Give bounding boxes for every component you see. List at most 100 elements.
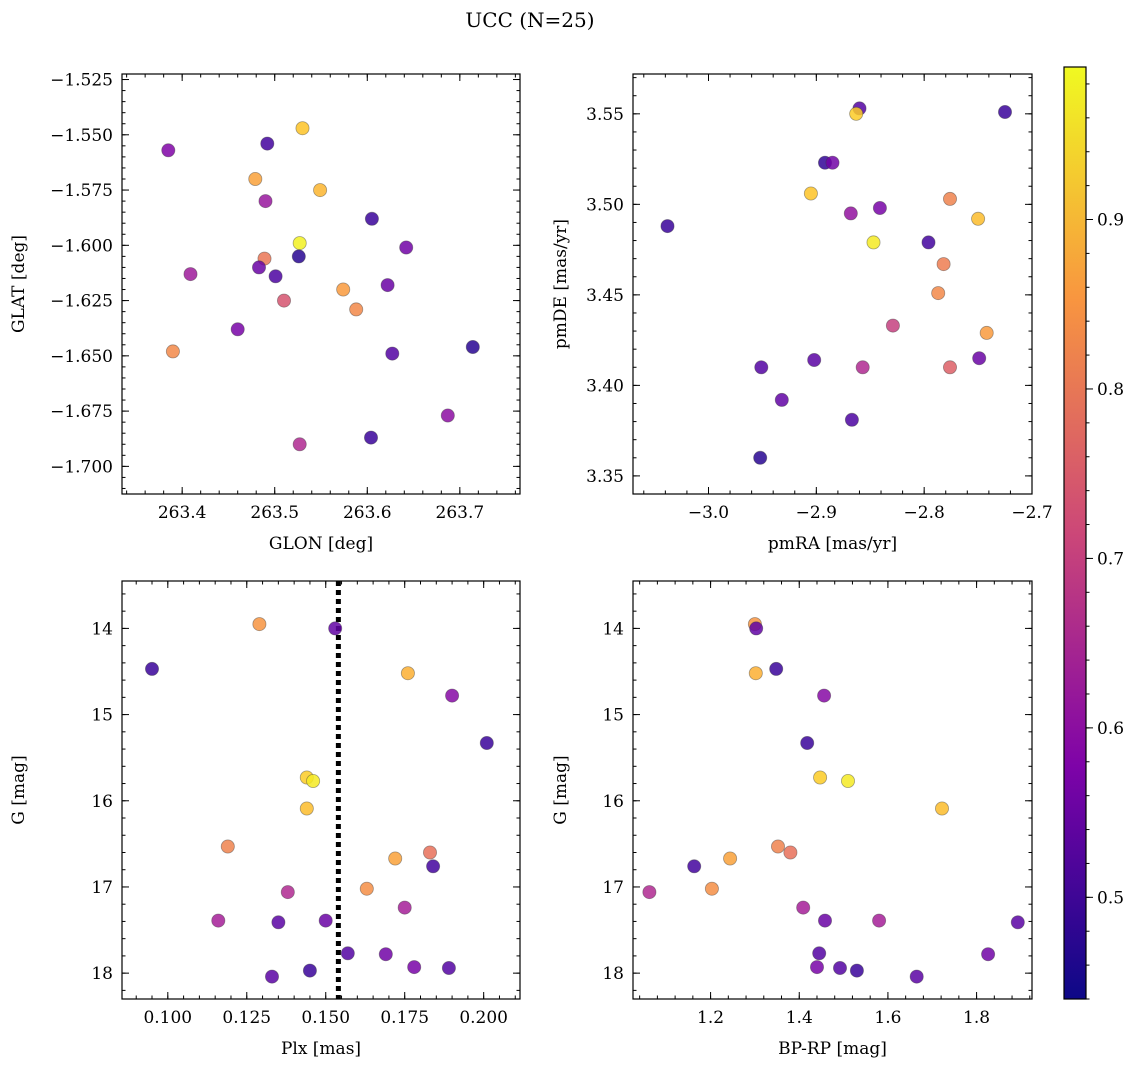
scatter-point xyxy=(813,770,828,785)
x-tick-label: 1.6 xyxy=(874,1008,901,1028)
scatter-point xyxy=(264,969,279,984)
axes-frame xyxy=(121,580,521,1000)
scatter-point xyxy=(248,171,263,186)
scatter-point xyxy=(340,946,355,961)
x-axis-label: GLON [deg] xyxy=(269,534,373,554)
scatter-point xyxy=(299,801,314,816)
y-tick-label: 3.35 xyxy=(586,467,624,487)
scatter-point xyxy=(936,257,951,272)
scatter-point xyxy=(872,913,887,928)
y-tick-label: 16 xyxy=(602,792,624,812)
y-tick-label: −1.550 xyxy=(50,126,113,146)
y-tick-label: 3.50 xyxy=(586,195,624,215)
scatter-point xyxy=(855,360,870,375)
scatter-point xyxy=(318,913,333,928)
scatter-point xyxy=(295,121,310,136)
scatter-point xyxy=(268,269,283,284)
x-tick-label: 0.150 xyxy=(301,1008,350,1028)
x-axis-label: pmRA [mas/yr] xyxy=(768,534,897,554)
figure-title: UCC (N=25) xyxy=(465,8,594,32)
scatter-point xyxy=(479,736,494,751)
scatter-point xyxy=(302,963,317,978)
panel-plx-g: 0.100 0.125 0.150 0.175 0.200 14 15 16 17 18 Plx [… xyxy=(9,580,521,1059)
scatter-point xyxy=(276,293,291,308)
scatter-point xyxy=(422,845,437,860)
scatter-point xyxy=(426,859,441,874)
scatter-point xyxy=(328,621,343,636)
scatter-point xyxy=(972,351,987,366)
scatter-point xyxy=(943,360,958,375)
scatter-point xyxy=(144,661,159,676)
scatter-point xyxy=(931,286,946,301)
y-tick-label: 14 xyxy=(602,619,624,639)
scatter-point xyxy=(818,913,833,928)
x-tick-label: 1.4 xyxy=(786,1008,813,1028)
y-tick-label: 14 xyxy=(91,619,113,639)
scatter-point xyxy=(796,900,811,915)
scatter-point xyxy=(441,961,456,976)
scatter-point xyxy=(921,235,936,250)
y-axis-label: GLAT [deg] xyxy=(9,235,29,333)
scatter-point xyxy=(748,666,763,681)
scatter-point xyxy=(363,430,378,445)
scatter-point xyxy=(251,260,266,275)
scatter-point xyxy=(803,186,818,201)
colorbar-tick-label: 0.8 xyxy=(1097,380,1124,400)
scatter-point xyxy=(336,282,351,297)
scatter-point xyxy=(998,105,1013,120)
scatter-point xyxy=(849,963,864,978)
x-tick-label: −2.7 xyxy=(1011,503,1052,523)
scatter-point xyxy=(642,885,657,900)
scatter-point xyxy=(280,885,295,900)
scatter-point xyxy=(230,322,245,337)
scatter-point xyxy=(810,960,825,975)
scatter-point xyxy=(771,839,786,854)
scatter-point xyxy=(397,900,412,915)
axes-frame xyxy=(632,73,1033,495)
colorbar-frame xyxy=(1063,66,1087,1000)
scatter-point xyxy=(306,774,321,789)
axes-frame xyxy=(632,580,1033,1000)
scatter-point xyxy=(783,845,798,860)
scatter-point xyxy=(866,235,881,250)
scatter-point xyxy=(378,947,393,962)
y-tick-label: 15 xyxy=(602,706,624,726)
panel-glon-glat: 263.4 263.5 263.6 263.7 −1.525 −1.550 −1.575 −1… xyxy=(9,71,521,554)
scatter-point xyxy=(252,617,267,632)
scatter-point xyxy=(687,859,702,874)
y-tick-label: 15 xyxy=(91,706,113,726)
scatter-point xyxy=(465,339,480,354)
panel-bprp-g: 1.2 1.4 1.6 1.8 14 15 16 17 18 BP-RP [mag] G [mag] xyxy=(551,580,1033,1059)
y-tick-label: −1.525 xyxy=(50,71,113,91)
scatter-point xyxy=(754,360,769,375)
scatter-point xyxy=(258,194,273,209)
panel-pmra-pmde: −3.0 −2.9 −2.8 −2.7 3.35 3.40 3.45 3.50 3.55 pmRA… xyxy=(551,73,1053,554)
y-tick-label: −1.625 xyxy=(50,292,113,312)
scatter-point xyxy=(749,621,764,636)
colorbar-tick-label: 0.7 xyxy=(1097,549,1124,569)
scatter-point xyxy=(833,961,848,976)
scatter-point xyxy=(445,688,460,703)
x-tick-label: −3.0 xyxy=(688,503,729,523)
x-tick-label: 0.175 xyxy=(380,1008,429,1028)
colorbar-tick-label: 0.6 xyxy=(1097,719,1124,739)
scatter-point xyxy=(800,736,815,751)
y-tick-label: −1.700 xyxy=(50,457,113,477)
y-tick-label: 16 xyxy=(91,792,113,812)
scatter-point xyxy=(211,913,226,928)
y-tick-label: 3.40 xyxy=(586,376,624,396)
scatter-point xyxy=(885,318,900,333)
x-tick-label: −2.8 xyxy=(904,503,945,523)
scatter-point xyxy=(872,200,887,215)
scatter-point xyxy=(943,191,958,206)
scatter-point xyxy=(704,881,719,896)
scatter-point xyxy=(909,969,924,984)
x-tick-label: 263.7 xyxy=(436,503,485,523)
x-tick-label: 0.125 xyxy=(222,1008,271,1028)
scatter-point xyxy=(981,947,996,962)
colorbar-gradient xyxy=(1064,67,1086,999)
y-tick-label: −1.600 xyxy=(50,236,113,256)
scatter-point xyxy=(364,211,379,226)
y-tick-label: 17 xyxy=(91,878,113,898)
